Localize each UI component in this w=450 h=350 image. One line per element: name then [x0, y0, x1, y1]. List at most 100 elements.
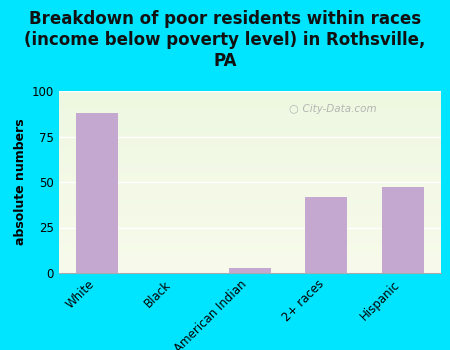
Bar	[58, 202, 441, 204]
Bar	[58, 224, 441, 226]
Bar	[58, 120, 441, 122]
Bar	[58, 247, 441, 249]
Bar	[58, 133, 441, 135]
Bar	[58, 140, 441, 142]
Bar	[382, 188, 424, 273]
Bar	[58, 237, 441, 238]
Bar	[58, 100, 441, 102]
Bar	[58, 162, 441, 164]
Bar	[58, 204, 441, 206]
Bar	[58, 209, 441, 211]
Bar	[58, 106, 441, 107]
Bar	[58, 109, 441, 111]
Bar	[58, 191, 441, 193]
Bar	[58, 136, 441, 138]
Bar	[58, 104, 441, 106]
Text: Breakdown of poor residents within races
(income below poverty level) in Rothsvi: Breakdown of poor residents within races…	[24, 10, 426, 70]
Bar	[58, 164, 441, 166]
Bar	[58, 228, 441, 229]
Bar	[58, 94, 441, 97]
Bar	[58, 91, 441, 93]
Bar	[58, 166, 441, 167]
Bar	[58, 127, 441, 129]
Bar	[58, 220, 441, 222]
Text: ○: ○	[288, 104, 298, 114]
Bar	[58, 231, 441, 233]
Bar	[58, 195, 441, 197]
Bar	[58, 118, 441, 120]
Bar	[58, 246, 441, 247]
Bar	[58, 117, 441, 118]
Y-axis label: absolute numbers: absolute numbers	[14, 119, 27, 245]
Bar	[58, 131, 441, 133]
Bar	[58, 208, 441, 209]
Bar	[58, 270, 441, 271]
Bar	[58, 182, 441, 184]
Bar	[305, 197, 347, 273]
Bar	[58, 155, 441, 156]
Bar	[58, 186, 441, 188]
Bar	[58, 156, 441, 158]
Bar	[58, 102, 441, 104]
Bar	[58, 249, 441, 251]
Bar	[76, 113, 118, 273]
Bar	[58, 107, 441, 109]
Bar	[58, 153, 441, 155]
Bar	[58, 115, 441, 117]
Bar	[58, 167, 441, 169]
Bar	[58, 169, 441, 171]
Bar	[58, 235, 441, 237]
Bar	[58, 255, 441, 257]
Bar	[58, 217, 441, 218]
Bar	[58, 98, 441, 100]
Bar	[58, 240, 441, 242]
Bar	[58, 138, 441, 140]
Bar	[58, 151, 441, 153]
Bar	[58, 171, 441, 173]
Bar	[58, 257, 441, 258]
Bar	[58, 113, 441, 115]
Bar	[58, 189, 441, 191]
Bar	[58, 262, 441, 264]
Bar	[58, 149, 441, 151]
Bar	[58, 271, 441, 273]
Bar	[58, 211, 441, 213]
Bar	[58, 215, 441, 217]
Bar	[58, 213, 441, 215]
Bar	[58, 122, 441, 124]
Bar	[58, 218, 441, 220]
Bar	[58, 175, 441, 176]
Bar	[58, 206, 441, 208]
Bar	[58, 193, 441, 195]
Bar	[58, 135, 441, 136]
Bar	[58, 160, 441, 162]
Bar	[58, 129, 441, 131]
Bar	[58, 176, 441, 178]
Bar	[58, 264, 441, 266]
Bar	[58, 222, 441, 224]
Bar	[58, 197, 441, 198]
Bar	[58, 147, 441, 149]
Bar	[58, 97, 441, 98]
Bar	[58, 253, 441, 255]
Bar	[58, 158, 441, 160]
Bar	[58, 238, 441, 240]
Bar	[58, 229, 441, 231]
Bar	[58, 111, 441, 113]
Bar	[58, 226, 441, 228]
Bar	[58, 242, 441, 244]
Bar	[58, 266, 441, 267]
Bar	[58, 267, 441, 270]
Bar	[58, 180, 441, 182]
Bar	[58, 173, 441, 175]
Bar	[58, 260, 441, 262]
Bar	[58, 200, 441, 202]
Bar	[58, 144, 441, 146]
Bar	[58, 233, 441, 235]
Bar	[58, 126, 441, 127]
Bar	[58, 93, 441, 94]
Bar	[229, 267, 271, 273]
Bar	[58, 244, 441, 246]
Bar	[58, 146, 441, 147]
Bar	[58, 124, 441, 126]
